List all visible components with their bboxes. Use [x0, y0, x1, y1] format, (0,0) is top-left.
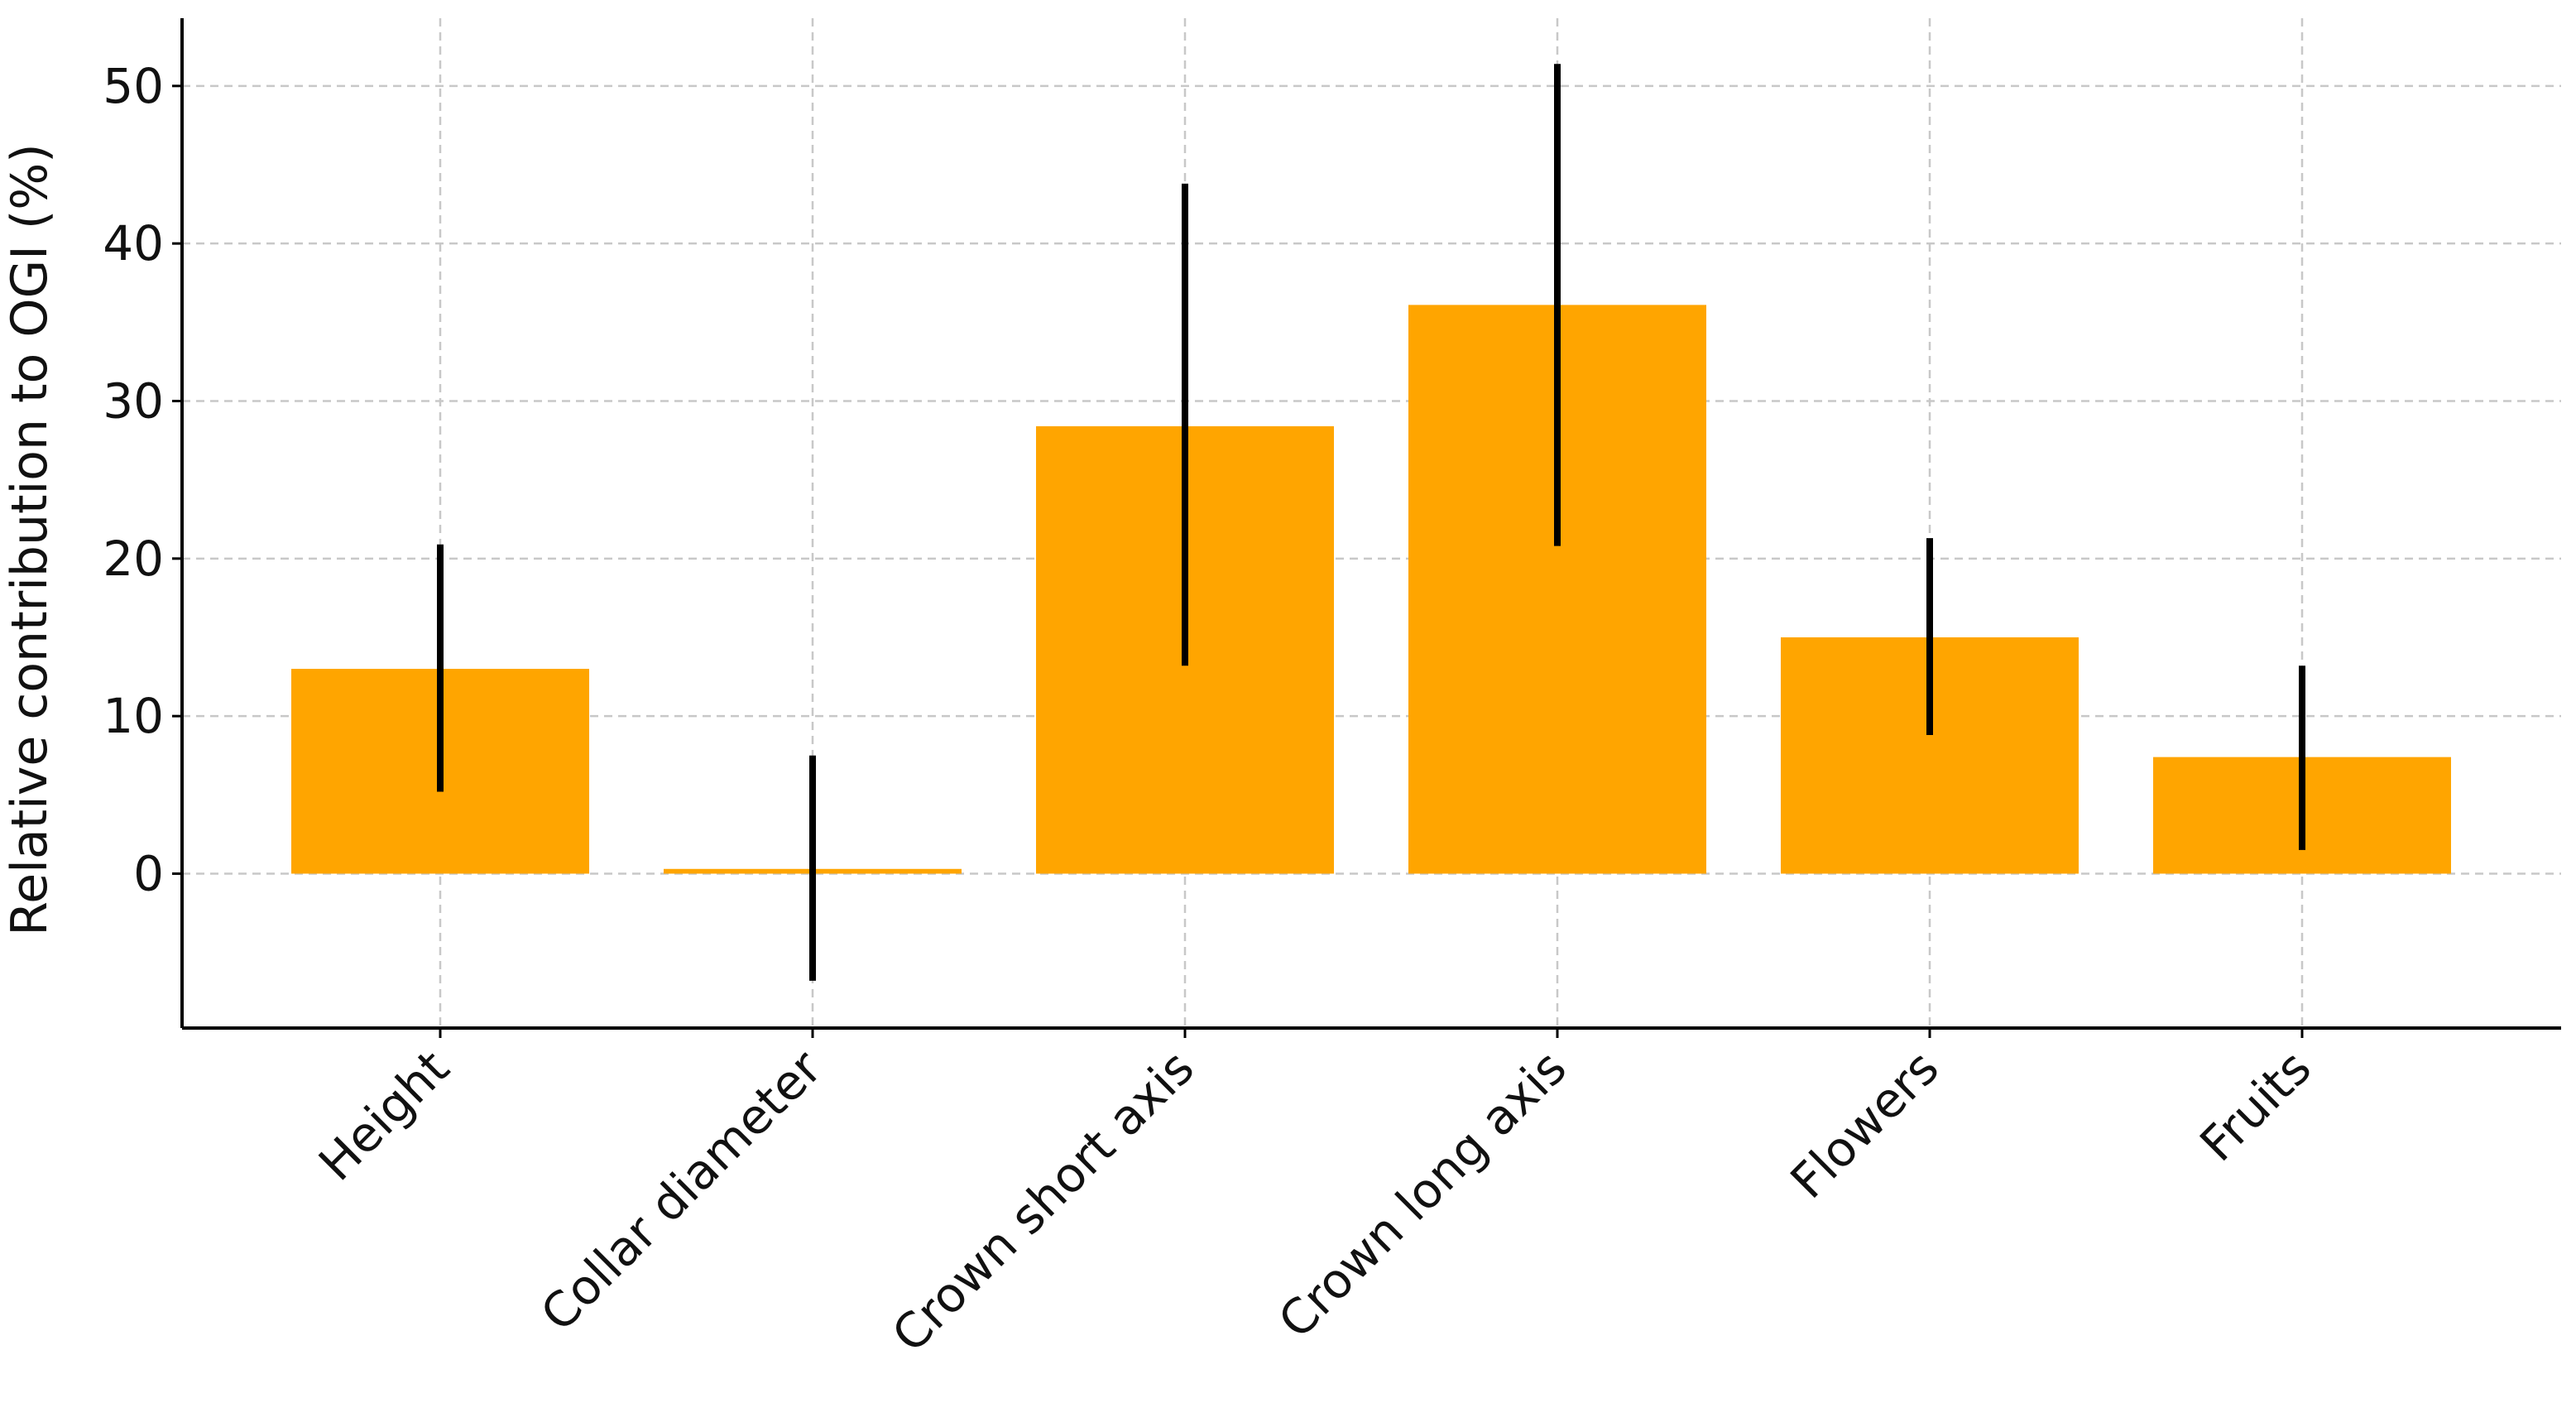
x-tick-label: Flowers — [1780, 1040, 1950, 1209]
x-tick-label: Height — [308, 1040, 460, 1192]
x-ticks-layer: Height Collar diameter Crown short axis Cro… — [308, 1028, 2322, 1363]
axes-layer — [180, 18, 2561, 1030]
y-tick-label: 30 — [103, 372, 164, 429]
x-tick-label: Crown short axis — [881, 1040, 1205, 1363]
y-tick-label: 20 — [103, 531, 164, 587]
x-tick-label: Collar diameter — [530, 1040, 832, 1343]
x-tick-label: Crown long axis — [1268, 1040, 1577, 1349]
y-tick-label: 40 — [103, 215, 164, 271]
y-axis-label: Relative contribution to OGI (%) — [1, 143, 59, 935]
error-bars-layer — [437, 64, 2305, 981]
y-tick-label: 0 — [133, 845, 164, 901]
grid-layer — [182, 18, 2561, 1028]
bars-layer — [291, 305, 2451, 874]
y-ticks-layer: 0 10 20 30 40 50 — [103, 58, 182, 901]
x-tick-label: Fruits — [2190, 1040, 2322, 1172]
y-tick-label: 10 — [103, 688, 164, 744]
y-tick-label: 50 — [103, 58, 164, 114]
